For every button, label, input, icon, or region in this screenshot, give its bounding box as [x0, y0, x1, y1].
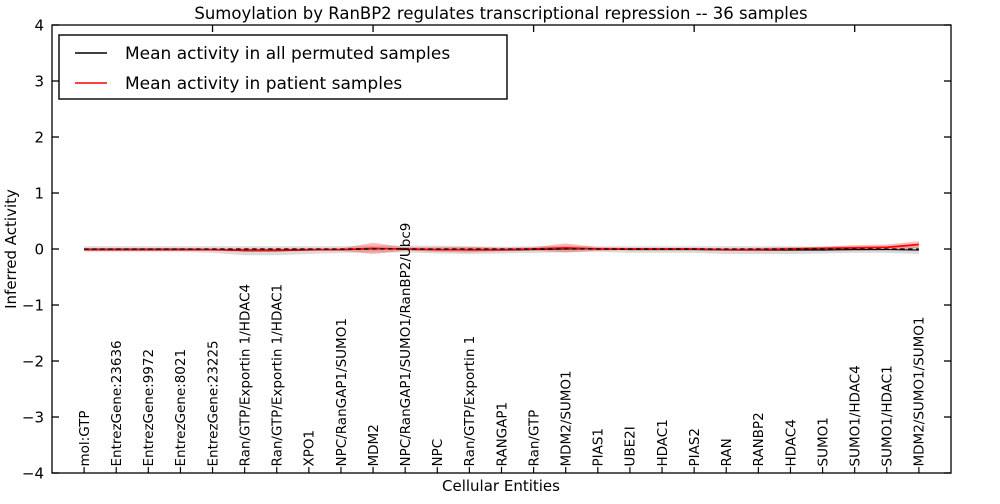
- x-tick-label: RANGAP1: [494, 402, 510, 467]
- y-tick-label: 4: [34, 17, 44, 35]
- x-tick-label: Ran/GTP/Exportin 1: [462, 336, 478, 467]
- y-tick-label: −3: [22, 409, 44, 427]
- x-tick-label: MDM2/SUMO1: [559, 370, 575, 466]
- x-tick-label: mol:GTP: [77, 410, 93, 466]
- x-tick-label: MDM2: [366, 424, 382, 466]
- x-tick-label: HDAC4: [783, 419, 799, 466]
- x-tick-label: NPC/RanGAP1/SUMO1: [334, 318, 350, 466]
- y-axis-label: Inferred Activity: [2, 189, 20, 309]
- legend-label-patient: Mean activity in patient samples: [125, 74, 402, 94]
- x-tick-label: PIAS2: [687, 428, 703, 467]
- legend-box: [58, 34, 508, 100]
- plot-area: −4 −3 −2 −1 0 1 2 3 4 mol:GTP EntrezGene:23636 Entr…: [22, 17, 951, 483]
- x-tick-label: Ran/GTP/Exportin 1/HDAC4: [237, 284, 253, 467]
- x-tick-label: MDM2/SUMO1/SUMO1: [912, 316, 928, 466]
- x-tick-label: RAN: [719, 438, 735, 466]
- legend: Mean activity in all permuted samples Me…: [58, 34, 508, 100]
- axes-frame: [51, 24, 952, 474]
- x-tick-label: Ran/GTP: [526, 410, 542, 467]
- x-tick-label: EntrezGene:23225: [205, 340, 221, 466]
- x-tick-label: EntrezGene:9972: [141, 349, 157, 467]
- patient-mean-line: [84, 243, 919, 251]
- chart-title: Sumoylation by RanBP2 regulates transcri…: [194, 4, 807, 23]
- y-tick-label: −4: [22, 465, 44, 483]
- y-tick-label: 2: [34, 129, 44, 147]
- x-tick-label: XPO1: [302, 430, 318, 467]
- x-tick-label: Ran/GTP/Exportin 1/HDAC1: [270, 284, 286, 467]
- x-tick-label: EntrezGene:23636: [109, 340, 125, 466]
- y-tick-label: 3: [34, 73, 44, 91]
- x-tick-label: SUMO1/HDAC4: [848, 365, 864, 466]
- x-tick-label: SUMO1/HDAC1: [880, 365, 896, 466]
- x-tick-label: HDAC1: [655, 419, 671, 466]
- y-tick-label: −1: [22, 297, 44, 315]
- y-tick-label: 0: [34, 241, 44, 259]
- x-tick-label: SUMO1: [815, 417, 831, 466]
- x-tick-label: RANBP2: [751, 412, 767, 466]
- legend-label-permuted: Mean activity in all permuted samples: [125, 44, 450, 64]
- x-tick-label: NPC: [430, 439, 446, 467]
- x-tick-label: EntrezGene:8021: [173, 349, 189, 467]
- x-tick-label: UBE2I: [623, 426, 639, 466]
- x-tick-label: PIAS1: [591, 428, 607, 467]
- y-tick-label: −2: [22, 353, 44, 371]
- y-tick-label: 1: [34, 185, 44, 203]
- x-tick-label: NPC/RanGAP1/SUMO1/RanBP2/Ubc9: [398, 223, 414, 467]
- x-axis-label: Cellular Entities: [442, 477, 560, 495]
